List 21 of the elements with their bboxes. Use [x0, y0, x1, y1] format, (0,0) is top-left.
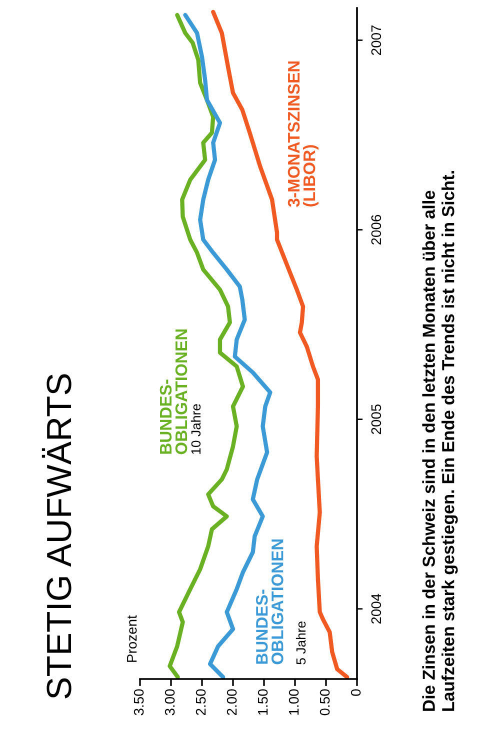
y-tick-label: 2007: [371, 25, 382, 55]
x-tick-label: 3.50: [134, 689, 144, 716]
y-tick-label: 2006: [371, 214, 382, 245]
text: Die Zinsen in der Schweiz sind in den letzten Monaten über alle Laufzeiten stark gestiegen. Ein Ende des Trends ist nicht in Sicht.: [422, 171, 458, 711]
x-tick-label: 2.00: [226, 689, 237, 716]
text: STETIG AUFWÄRTS: [42, 374, 72, 698]
line-series: [211, 10, 350, 679]
x-tick-label: 1.50: [258, 689, 268, 715]
x-tick-label: 0: [350, 689, 361, 696]
text: BUNDES- OBLIGATIONEN: [160, 329, 188, 454]
x-tick-label: 3.00: [164, 689, 175, 716]
y-tick-label: 2005: [371, 404, 382, 434]
text: BUNDES- OBLIGATIONEN: [256, 539, 284, 664]
text: Prozent: [127, 615, 137, 662]
annotation: 10 Jahre: [190, 404, 201, 454]
annotation: 5 Jahre: [296, 621, 306, 664]
x-tick-label: 1.00: [288, 689, 299, 715]
text: 3-MONATSZINSEN (LIBOR): [288, 61, 319, 207]
y-tick-label: 2004: [371, 594, 382, 624]
x-tick-label: 0.50: [320, 689, 330, 716]
x-tick-label: 2.50: [196, 689, 206, 716]
